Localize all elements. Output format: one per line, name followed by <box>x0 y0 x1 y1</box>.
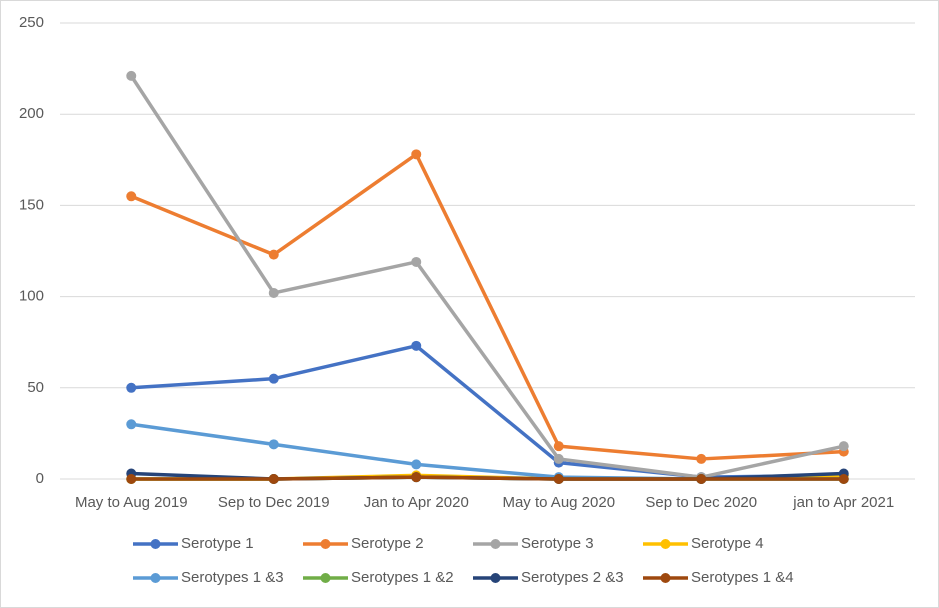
data-point <box>268 287 279 298</box>
legend-marker <box>660 573 671 583</box>
legend-label: Serotypes 1 &3 <box>181 569 284 586</box>
data-point <box>126 419 137 430</box>
x-tick-label: Sep to Dec 2020 <box>645 494 757 511</box>
series-line <box>129 74 845 479</box>
legend-marker <box>150 539 161 549</box>
data-point <box>838 441 849 452</box>
data-point <box>268 249 279 260</box>
x-tick-label: May to Aug 2019 <box>75 494 188 511</box>
data-point <box>553 453 564 464</box>
data-point <box>126 382 137 393</box>
series-line <box>131 475 844 481</box>
x-tick-label: jan to Apr 2021 <box>792 494 894 511</box>
y-tick-label: 250 <box>19 14 44 31</box>
data-point <box>553 474 564 484</box>
x-tick-label: Sep to Dec 2019 <box>218 494 330 511</box>
data-point <box>838 474 849 484</box>
y-tick-label: 150 <box>19 196 44 213</box>
legend-marker <box>320 573 331 583</box>
data-point <box>696 453 707 464</box>
legend-label: Serotype 4 <box>691 535 764 552</box>
data-point <box>411 472 422 483</box>
legend-label: Serotypes 1 &4 <box>691 569 794 586</box>
legend-label: Serotype 2 <box>351 535 424 552</box>
legend-marker <box>320 539 331 549</box>
y-tick-label: 100 <box>19 288 44 305</box>
data-point <box>411 256 422 267</box>
data-point <box>268 439 279 450</box>
x-tick-label: May to Aug 2020 <box>502 494 615 511</box>
legend-label: Serotypes 1 &2 <box>351 569 454 586</box>
legend-label: Serotype 3 <box>521 535 594 552</box>
series-line <box>130 152 844 461</box>
data-point <box>268 474 279 484</box>
data-point <box>126 474 137 484</box>
legend-marker <box>660 539 671 549</box>
data-point <box>411 340 422 351</box>
legend-label: Serotype 1 <box>181 535 254 552</box>
legend-marker <box>490 539 501 549</box>
data-point <box>696 474 707 484</box>
data-point <box>268 373 279 384</box>
y-tick-label: 50 <box>27 379 44 396</box>
legend-marker <box>490 573 501 583</box>
y-tick-label: 200 <box>19 105 44 122</box>
legend-marker <box>150 573 161 583</box>
x-tick-label: Jan to Apr 2020 <box>364 494 469 511</box>
legend-label: Serotypes 2 &3 <box>521 569 624 586</box>
y-tick-label: 0 <box>36 470 44 487</box>
data-point <box>553 441 564 452</box>
data-point <box>411 459 422 470</box>
data-point <box>411 149 422 160</box>
data-point <box>126 70 137 81</box>
data-point <box>126 191 137 202</box>
